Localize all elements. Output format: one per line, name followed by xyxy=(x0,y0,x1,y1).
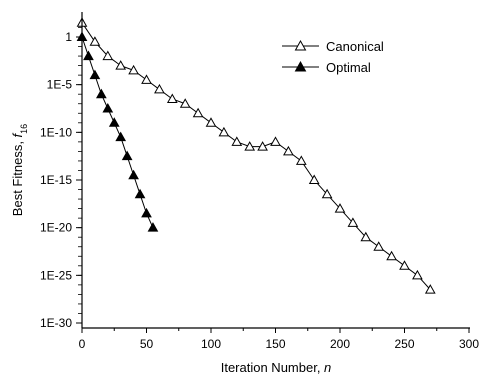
data-point-optimal xyxy=(102,102,114,113)
data-point-optimal xyxy=(89,69,101,80)
data-point-canonical xyxy=(424,284,436,294)
data-point-canonical xyxy=(115,60,127,70)
x-tick-label-300: 300 xyxy=(459,337,479,351)
data-point-optimal xyxy=(108,117,120,127)
series-line-optimal xyxy=(81,36,154,228)
x-tick-label-50: 50 xyxy=(140,337,154,351)
y-tick-label: 1E-25 xyxy=(40,268,72,282)
data-point-canonical xyxy=(347,217,359,227)
legend-item-optimal: Optimal xyxy=(282,60,371,75)
data-point-optimal xyxy=(128,169,139,180)
y-ticks: 1 1E-5 1E-10 1E-15 1E-20 1E-25 1E-30 xyxy=(40,27,82,330)
data-point-canonical xyxy=(283,145,294,156)
data-point-canonical xyxy=(166,93,178,103)
data-point-canonical xyxy=(231,136,243,146)
data-point-optimal xyxy=(141,207,152,218)
series-line-canonical xyxy=(81,22,431,290)
data-point-optimal xyxy=(83,50,94,61)
y-axis-title: Best Fitness, f16 xyxy=(10,124,29,216)
legend-marker-canonical xyxy=(294,39,307,51)
y-tick-label: 1E-15 xyxy=(40,173,72,187)
data-point-canonical xyxy=(373,241,385,251)
legend: Canonical Optimal xyxy=(282,39,384,75)
data-point-optimal xyxy=(121,150,133,161)
data-point-canonical xyxy=(295,155,307,165)
data-point-optimal xyxy=(115,131,127,142)
x-tick-label-0: 0 xyxy=(79,337,86,351)
data-point-optimal xyxy=(147,222,159,232)
data-point-canonical xyxy=(360,231,372,242)
x-tick-label-100: 100 xyxy=(201,337,221,351)
y-tick-label: 1 xyxy=(65,30,72,44)
data-point-canonical xyxy=(218,126,230,137)
x-tick-label-150: 150 xyxy=(265,337,285,351)
x-ticks: 0 50 100 150 200 250 300 xyxy=(79,328,479,351)
data-point-canonical xyxy=(334,203,346,213)
data-point-canonical xyxy=(386,250,397,261)
data-point-canonical xyxy=(89,36,101,46)
data-point-canonical xyxy=(102,50,114,61)
data-point-canonical xyxy=(257,141,268,151)
data-point-canonical xyxy=(308,174,320,184)
data-point-canonical xyxy=(244,141,256,151)
x-tick-label-200: 200 xyxy=(330,337,350,351)
data-point-optimal xyxy=(95,88,107,99)
data-point-canonical xyxy=(154,83,165,94)
data-point-canonical xyxy=(128,64,139,75)
legend-item-canonical: Canonical xyxy=(282,39,384,54)
legend-label-canonical: Canonical xyxy=(326,39,384,54)
data-point-canonical xyxy=(412,269,423,280)
legend-label-optimal: Optimal xyxy=(326,60,371,75)
data-point-canonical xyxy=(399,260,410,270)
optimal-series xyxy=(76,31,159,232)
data-point-canonical xyxy=(270,136,281,146)
data-point-optimal xyxy=(134,188,146,199)
x-axis-title: Iteration Number, n xyxy=(221,360,332,375)
legend-marker-optimal xyxy=(294,60,307,72)
canonical-series xyxy=(76,17,436,294)
y-tick-label: 1E-30 xyxy=(40,316,72,330)
data-point-canonical xyxy=(321,188,333,199)
x-tick-label-250: 250 xyxy=(394,337,414,351)
data-point-canonical xyxy=(205,117,217,127)
data-point-canonical xyxy=(192,107,204,118)
y-tick-label: 1E-10 xyxy=(40,125,72,139)
y-tick-label: 1E-5 xyxy=(47,78,73,92)
data-point-canonical xyxy=(179,98,191,108)
data-point-canonical xyxy=(141,74,152,84)
y-tick-label: 1E-20 xyxy=(40,221,72,235)
